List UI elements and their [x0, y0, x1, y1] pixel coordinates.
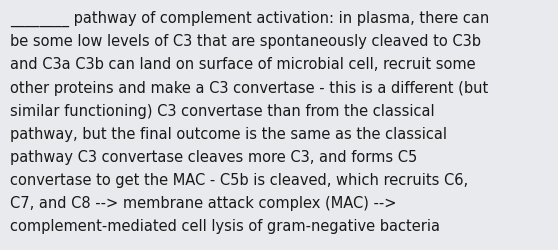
- Text: other proteins and make a C3 convertase - this is a different (but: other proteins and make a C3 convertase …: [10, 80, 488, 95]
- Text: complement-mediated cell lysis of gram-negative bacteria: complement-mediated cell lysis of gram-n…: [10, 218, 440, 233]
- Text: and C3a C3b can land on surface of microbial cell, recruit some: and C3a C3b can land on surface of micro…: [10, 57, 475, 72]
- Text: convertase to get the MAC - C5b is cleaved, which recruits C6,: convertase to get the MAC - C5b is cleav…: [10, 172, 468, 187]
- Text: ________ pathway of complement activation: in plasma, there can: ________ pathway of complement activatio…: [10, 11, 489, 28]
- Text: pathway, but the final outcome is the same as the classical: pathway, but the final outcome is the sa…: [10, 126, 447, 141]
- Text: C7, and C8 --> membrane attack complex (MAC) -->: C7, and C8 --> membrane attack complex (…: [10, 195, 397, 210]
- Text: pathway C3 convertase cleaves more C3, and forms C5: pathway C3 convertase cleaves more C3, a…: [10, 149, 417, 164]
- Text: be some low levels of C3 that are spontaneously cleaved to C3b: be some low levels of C3 that are sponta…: [10, 34, 481, 49]
- Text: similar functioning) C3 convertase than from the classical: similar functioning) C3 convertase than …: [10, 103, 435, 118]
